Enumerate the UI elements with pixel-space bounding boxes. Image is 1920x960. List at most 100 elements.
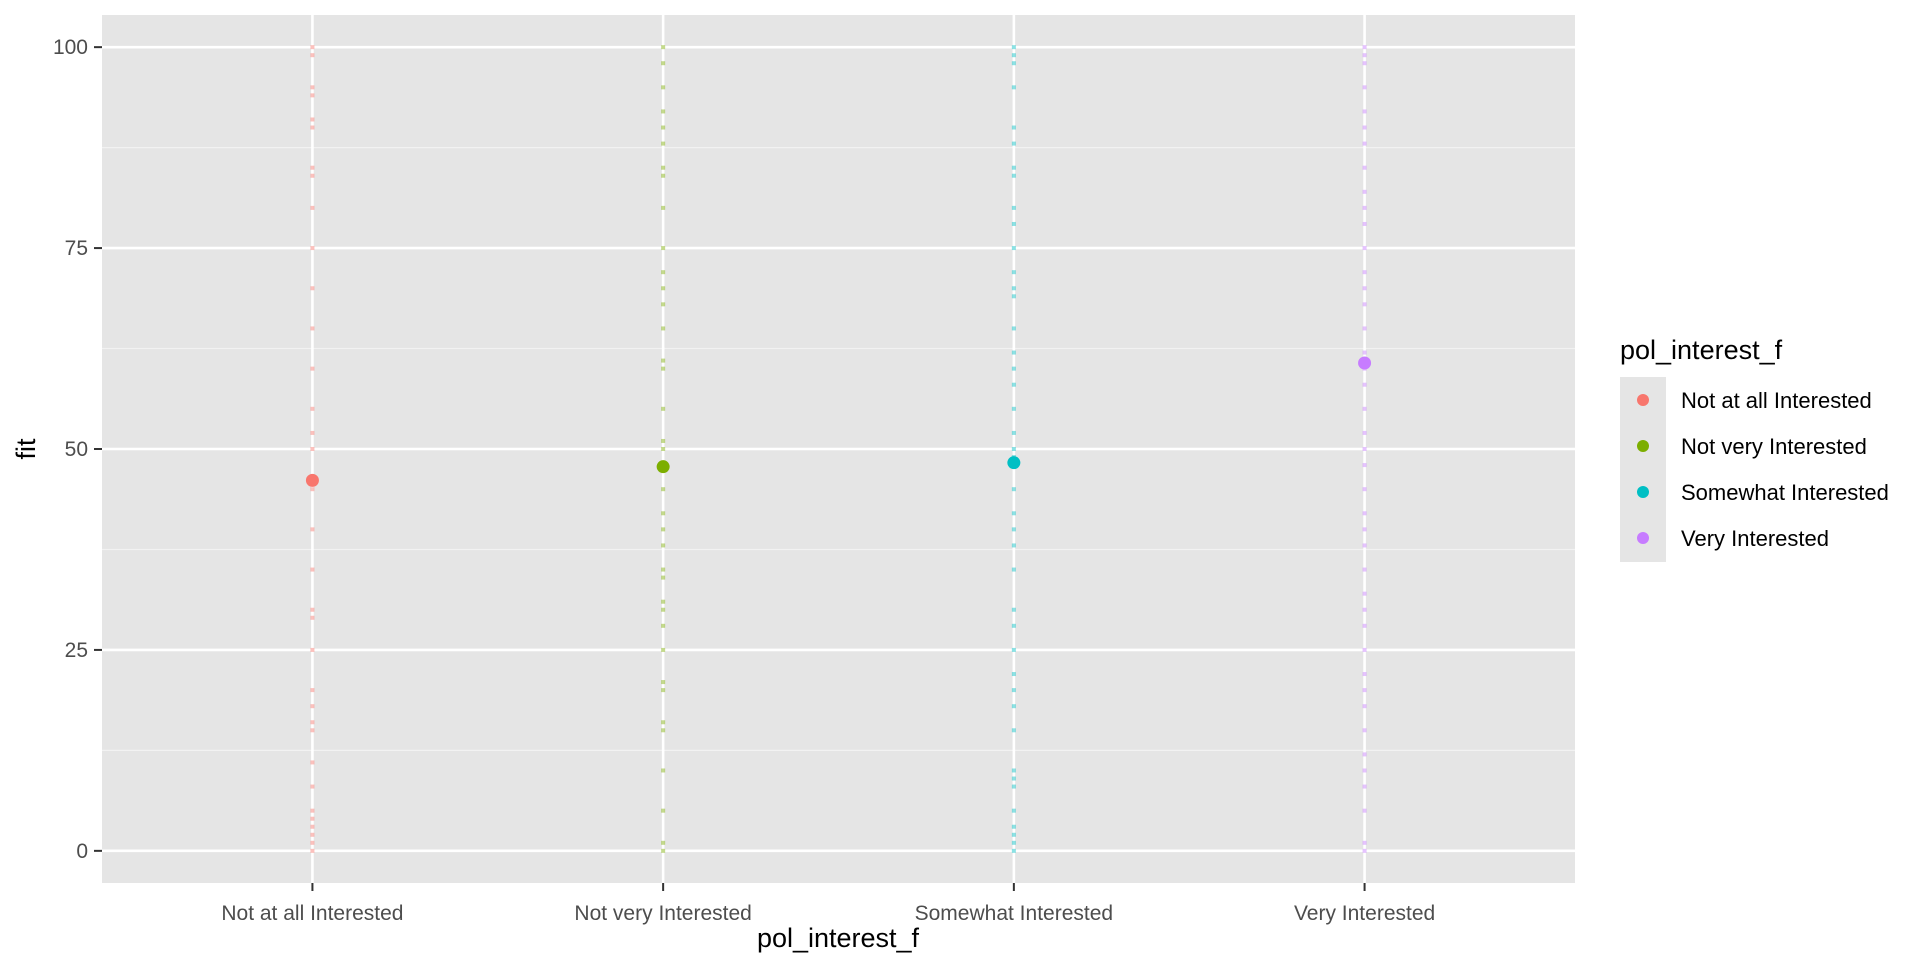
raw-point: [310, 117, 315, 122]
raw-point: [310, 760, 315, 765]
raw-point: [310, 688, 315, 693]
raw-point: [1011, 672, 1016, 677]
raw-point: [661, 599, 666, 604]
raw-point: [310, 607, 315, 612]
raw-point: [661, 511, 666, 516]
raw-point: [1362, 728, 1367, 733]
legend-key: [1637, 394, 1649, 406]
raw-point: [1011, 704, 1016, 709]
raw-point: [310, 165, 315, 170]
raw-point: [310, 366, 315, 371]
raw-point: [661, 567, 666, 572]
raw-point: [1011, 350, 1016, 355]
raw-point: [310, 824, 315, 829]
raw-point: [1011, 125, 1016, 130]
raw-point: [310, 615, 315, 620]
x-tick-label: Not at all Interested: [221, 902, 403, 925]
mean-points: [305, 356, 1372, 487]
raw-point: [310, 784, 315, 789]
raw-point: [1362, 286, 1367, 291]
raw-point: [1011, 511, 1016, 516]
raw-point: [1362, 672, 1367, 677]
raw-point: [1011, 270, 1016, 275]
raw-point: [1362, 53, 1367, 58]
raw-point: [1362, 189, 1367, 194]
grid-major: [102, 15, 1575, 883]
raw-point: [1011, 832, 1016, 837]
raw-point: [661, 848, 666, 853]
raw-point: [1362, 125, 1367, 130]
raw-point: [661, 543, 666, 548]
mean-point: [1358, 356, 1372, 370]
grid-minor: [102, 146, 1575, 752]
legend: pol_interest_f Not at all Interested Not …: [1620, 335, 1889, 562]
raw-point: [1011, 53, 1016, 58]
raw-point: [1011, 623, 1016, 628]
raw-point: [310, 173, 315, 178]
raw-point: [310, 728, 315, 733]
raw-point: [1362, 350, 1367, 355]
raw-point: [1011, 840, 1016, 845]
legend-key-background: [1620, 377, 1666, 562]
raw-point: [1362, 141, 1367, 146]
raw-point: [310, 430, 315, 435]
legend-key: [1637, 440, 1649, 452]
raw-point: [1362, 270, 1367, 275]
y-tick-label: 50: [65, 438, 88, 461]
raw-point: [661, 205, 666, 210]
raw-point: [1011, 85, 1016, 90]
raw-point: [661, 326, 666, 331]
raw-point: [310, 808, 315, 813]
raw-point: [1362, 511, 1367, 516]
raw-point: [1362, 302, 1367, 307]
raw-point: [310, 447, 315, 451]
raw-point: [1362, 591, 1367, 596]
raw-point: [1362, 768, 1367, 773]
raw-point: [1362, 165, 1367, 170]
raw-point: [310, 816, 315, 821]
raw-point: [1011, 543, 1016, 548]
raw-point: [661, 688, 666, 693]
raw-point: [661, 728, 666, 733]
raw-point: [1362, 840, 1367, 845]
legend-key: [1637, 486, 1649, 498]
raw-point: [661, 270, 666, 275]
x-tick-label: Not very Interested: [574, 902, 751, 925]
raw-point: [661, 61, 666, 66]
raw-point: [661, 302, 666, 307]
legend-label: Not at all Interested: [1681, 388, 1872, 413]
legend-title: pol_interest_f: [1620, 335, 1783, 365]
raw-point: [1011, 382, 1016, 387]
raw-point: [661, 165, 666, 170]
raw-point: [1011, 141, 1016, 146]
raw-point: [661, 768, 666, 773]
y-axis-title: fit: [11, 438, 41, 460]
raw-point: [1362, 487, 1367, 492]
raw-point: [310, 720, 315, 725]
raw-point: [1362, 109, 1367, 114]
raw-point: [661, 109, 666, 114]
raw-point: [661, 647, 666, 652]
raw-point: [661, 840, 666, 845]
raw-point: [1011, 61, 1016, 66]
raw-point: [1011, 768, 1016, 773]
y-tick-label: 0: [76, 840, 88, 863]
raw-point: [310, 832, 315, 837]
raw-point: [1362, 430, 1367, 435]
raw-point: [1362, 221, 1367, 226]
raw-point: [661, 487, 666, 492]
raw-point: [1011, 487, 1016, 492]
raw-point: [1011, 728, 1016, 733]
raw-point: [1362, 406, 1367, 411]
raw-point: [310, 567, 315, 572]
raw-point: [1011, 294, 1016, 299]
raw-point: [1362, 688, 1367, 693]
raw-point: [1011, 221, 1016, 226]
raw-point: [310, 125, 315, 130]
mean-point: [305, 473, 319, 487]
raw-point: [1011, 567, 1016, 572]
raw-point: [1362, 543, 1367, 548]
raw-point: [1011, 688, 1016, 693]
raw-point: [661, 45, 666, 50]
raw-point: [310, 326, 315, 331]
